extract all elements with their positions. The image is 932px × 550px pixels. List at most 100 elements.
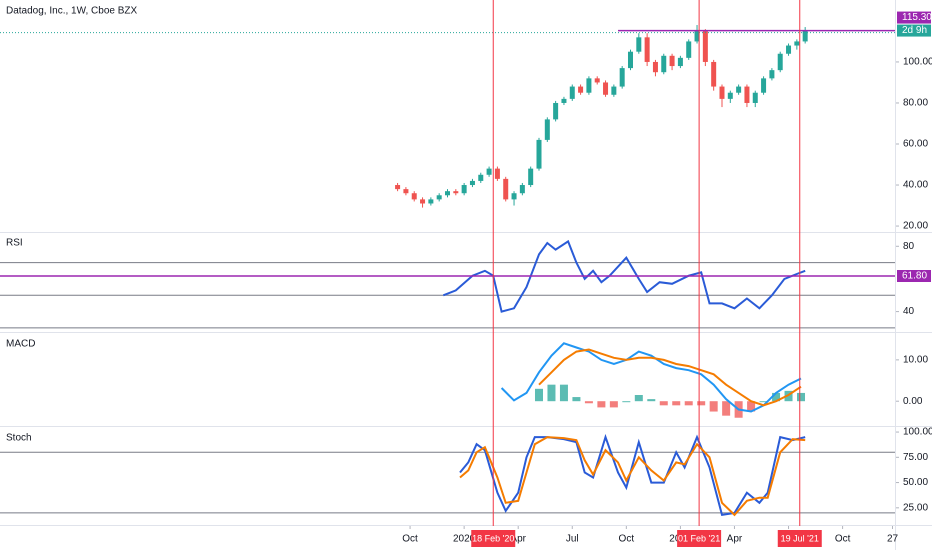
- y-tick-label: 40: [903, 306, 915, 317]
- candle-body: [669, 55, 675, 67]
- y-tick-label: 20.00: [903, 221, 928, 232]
- candle-body: [711, 61, 717, 87]
- candle-body: [652, 61, 658, 73]
- candle-body: [719, 86, 725, 99]
- y-tick-label: 80.00: [903, 98, 928, 109]
- candle-body: [403, 189, 409, 194]
- candle-body: [511, 193, 517, 200]
- x-tick-label: Oct: [835, 534, 851, 545]
- candle-body: [436, 195, 442, 200]
- candle-body: [461, 185, 467, 194]
- candle-body: [736, 86, 742, 93]
- x-tick-label: Apr: [510, 534, 526, 545]
- y-tick-label: 50.00: [903, 477, 928, 488]
- indicator-line: [459, 436, 806, 517]
- candle-body: [586, 78, 592, 93]
- candle-body: [486, 168, 492, 175]
- x-tick-label: Jul: [566, 534, 579, 545]
- histogram-bar: [697, 401, 706, 406]
- candle-body: [794, 41, 800, 46]
- marker-label-box: [777, 530, 822, 547]
- histogram-bar: [672, 401, 681, 406]
- candle-body: [561, 98, 567, 103]
- marker-label-box: [677, 530, 722, 547]
- histogram-bar: [572, 397, 581, 402]
- candle-body: [802, 30, 808, 42]
- histogram-bar: [534, 388, 543, 402]
- candle-body: [636, 37, 642, 52]
- candle-body: [777, 53, 783, 71]
- candle-body: [411, 193, 417, 200]
- candle-body: [761, 78, 767, 93]
- y-tick-label: 10.00: [903, 355, 928, 366]
- indicator-line: [500, 342, 802, 413]
- x-tick-label: Apr: [727, 534, 743, 545]
- indicator-line: [538, 348, 802, 407]
- chart-title: Datadog, Inc., 1W, Cboe BZX: [6, 6, 138, 17]
- indicator-line: [459, 433, 806, 517]
- candle-body: [611, 86, 617, 95]
- histogram-bar: [722, 401, 731, 416]
- level-label: 115.30: [902, 12, 932, 23]
- countdown-box: [897, 24, 931, 37]
- candle-body: [578, 86, 584, 93]
- y-tick-label: 40.00: [903, 180, 928, 191]
- y-tick-label: 60.00: [903, 139, 928, 150]
- candle-body: [769, 70, 775, 79]
- candle-body: [544, 119, 550, 140]
- x-tick-label: Oct: [402, 534, 418, 545]
- candle-body: [494, 168, 500, 179]
- marker-label: 19 Jul '21: [781, 533, 819, 543]
- candle-body: [752, 92, 758, 103]
- y-tick-label: 100.00: [903, 57, 932, 68]
- y-tick-label: 0.00: [903, 396, 923, 407]
- pane-title: MACD: [6, 339, 35, 350]
- candle-body: [727, 92, 733, 99]
- x-tick-label: 2020: [453, 534, 476, 545]
- candle-body: [536, 139, 542, 169]
- candle-body: [478, 174, 484, 181]
- pane-title: RSI: [6, 238, 23, 249]
- countdown-label: 2d 9h: [902, 25, 927, 36]
- y-tick-label: 100.00: [903, 427, 932, 438]
- candle-body: [744, 86, 750, 103]
- marker-label: 18 Feb '20: [472, 533, 514, 543]
- level-label-box: [897, 11, 931, 24]
- candle-body: [677, 57, 683, 67]
- y-tick-label: 80: [903, 241, 915, 252]
- candle-body: [603, 82, 609, 95]
- candle-body: [661, 55, 667, 73]
- histogram-bar: [647, 399, 656, 402]
- candle-body: [420, 199, 426, 204]
- histogram-bar: [559, 384, 568, 402]
- candle-body: [503, 178, 509, 200]
- histogram-bar: [772, 392, 781, 402]
- candle-body: [395, 185, 401, 190]
- candle-body: [702, 31, 708, 62]
- candle-body: [694, 31, 700, 42]
- candle-body: [627, 51, 633, 69]
- candle-body: [594, 78, 600, 83]
- candle-body: [469, 180, 475, 186]
- histogram-bar: [584, 401, 593, 404]
- candle-body: [519, 185, 525, 194]
- x-tick-label: Oct: [619, 534, 635, 545]
- histogram-bar: [759, 401, 768, 403]
- y-tick-label: 75.00: [903, 452, 928, 463]
- candle-body: [553, 102, 559, 120]
- candle-body: [445, 191, 450, 196]
- candle-body: [528, 168, 534, 186]
- candle-body: [686, 41, 692, 58]
- marker-label-box: [471, 530, 516, 547]
- histogram-bar: [797, 392, 806, 402]
- level-label-box: [897, 270, 931, 282]
- histogram-bar: [747, 401, 756, 412]
- histogram-bar: [597, 401, 606, 408]
- candle-body: [428, 199, 434, 204]
- histogram-bar: [659, 401, 668, 406]
- pane-title: Stoch: [6, 433, 32, 444]
- candle-body: [786, 45, 792, 54]
- histogram-bar: [622, 401, 631, 403]
